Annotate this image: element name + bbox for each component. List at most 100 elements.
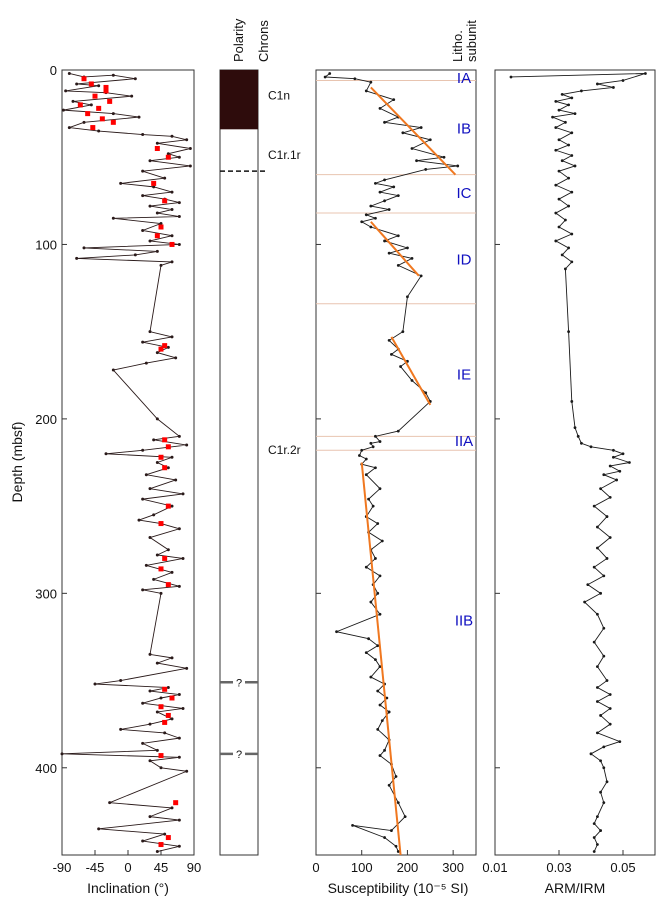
- depth-tick-label: 0: [50, 63, 57, 78]
- inclination-point: [177, 215, 181, 219]
- arm-irm-point: [608, 495, 612, 499]
- susceptibility-point: [390, 829, 393, 832]
- susceptibility-point: [383, 199, 386, 203]
- inclination-point: [177, 527, 181, 531]
- susceptibility-point: [378, 487, 382, 491]
- inclination-red-square: [169, 695, 175, 701]
- subunit-header-line2: subunit: [464, 20, 479, 62]
- susceptibility-point: [383, 178, 386, 182]
- susceptibility-point: [410, 147, 414, 150]
- susceptibility-point: [406, 246, 409, 250]
- subunit-header-line1: Litho.: [450, 30, 465, 62]
- susceptibility-point: [376, 689, 380, 693]
- inclination-point: [159, 222, 163, 226]
- inclination-point: [159, 696, 163, 700]
- susceptibility-point: [371, 445, 375, 449]
- susceptibility-point: [364, 89, 368, 93]
- susceptibility-point: [378, 574, 382, 578]
- inclination-point: [155, 351, 159, 355]
- depth-axis-label: Depth (mbsf): [9, 422, 25, 503]
- inclination-point: [155, 141, 159, 145]
- susceptibility-point: [390, 352, 393, 356]
- arm-irm-point: [580, 89, 583, 93]
- susceptibility-point: [376, 522, 380, 525]
- inclination-point: [185, 666, 189, 670]
- susceptibility-point: [369, 600, 373, 604]
- inclination-point: [148, 159, 152, 163]
- inclination-point: [163, 731, 167, 735]
- inclination-red-square: [158, 521, 164, 527]
- inclination-point: [181, 706, 185, 710]
- susceptibility-point: [374, 216, 377, 220]
- inclination-point: [159, 766, 163, 770]
- inclination-point: [166, 548, 170, 552]
- inclination-red-square: [173, 800, 179, 806]
- chron-label: C1r.2r: [268, 443, 301, 457]
- susceptibility-point: [323, 75, 327, 79]
- arm-irm-panel: 0.01 0.03 0.05 ARM/IRM: [482, 69, 656, 896]
- arm-irm-point: [592, 836, 596, 839]
- arm-irm-point: [596, 843, 599, 846]
- arm-irm-point: [589, 752, 593, 756]
- inclination-point: [148, 330, 152, 334]
- susceptibility-point: [396, 234, 400, 238]
- arm-irm-point: [602, 801, 606, 805]
- inclination-red-square: [99, 116, 105, 122]
- inclination-point: [177, 755, 181, 759]
- arm-irm-point: [592, 565, 596, 569]
- inclination-red-square: [90, 125, 96, 131]
- inclination-point: [133, 253, 137, 257]
- inclination-point: [141, 133, 145, 137]
- susceptibility-point: [424, 168, 428, 171]
- susceptibility-ticks: 0 100 200 300: [312, 69, 464, 875]
- inclination-point: [152, 185, 156, 189]
- inclination-point: [119, 181, 123, 185]
- arm-irm-point: [602, 745, 606, 749]
- arm-irm-point: [596, 686, 599, 689]
- susceptibility-point: [385, 696, 389, 700]
- susceptibility-point: [394, 775, 398, 778]
- arm-irm-point: [605, 557, 609, 560]
- inclination-point: [141, 741, 145, 745]
- susceptibility-frame: [315, 69, 477, 856]
- arm-irm-point: [608, 707, 612, 710]
- inclination-point: [177, 434, 181, 438]
- susceptibility-x-tick-label: 300: [442, 860, 464, 875]
- arm-irm-point: [608, 464, 612, 468]
- arm-irm-point: [583, 600, 586, 604]
- chron-label: C1r.1r: [268, 148, 301, 162]
- arm-irm-point: [608, 693, 612, 696]
- susceptibility-point: [396, 850, 400, 853]
- arm-irm-point: [621, 79, 625, 82]
- susceptibility-point: [392, 98, 396, 102]
- inclination-point: [93, 682, 97, 686]
- inclination-point: [75, 82, 79, 86]
- susceptibility-point: [401, 330, 405, 334]
- inclination-point: [170, 717, 174, 721]
- inclination-red-square: [158, 704, 164, 710]
- arm-irm-point: [602, 766, 606, 770]
- inclination-point: [159, 263, 163, 267]
- arm-irm-x-tick-label: 0.05: [610, 860, 635, 875]
- arm-irm-point: [596, 82, 599, 86]
- inclination-point: [104, 452, 108, 456]
- inclination-point: [148, 239, 152, 243]
- inclination-point: [141, 448, 145, 452]
- inclination-red-square: [162, 555, 168, 561]
- arm-irm-point: [618, 469, 622, 473]
- subunit-label: IIA: [455, 433, 473, 450]
- inclination-axis-label: Inclination (°): [87, 880, 169, 896]
- susceptibility-point: [353, 77, 357, 81]
- inclination-point: [155, 461, 159, 464]
- susceptibility-point: [369, 204, 373, 208]
- inclination-point: [155, 710, 159, 714]
- arm-irm-point: [557, 225, 561, 229]
- arm-irm-point: [602, 574, 606, 578]
- arm-irm-point: [605, 679, 609, 682]
- arm-irm-point: [605, 780, 609, 784]
- susceptibility-point: [376, 728, 380, 731]
- inclination-point: [148, 689, 152, 693]
- inclination-point: [174, 356, 178, 360]
- arm-irm-point: [599, 829, 602, 832]
- inclination-point: [152, 577, 156, 581]
